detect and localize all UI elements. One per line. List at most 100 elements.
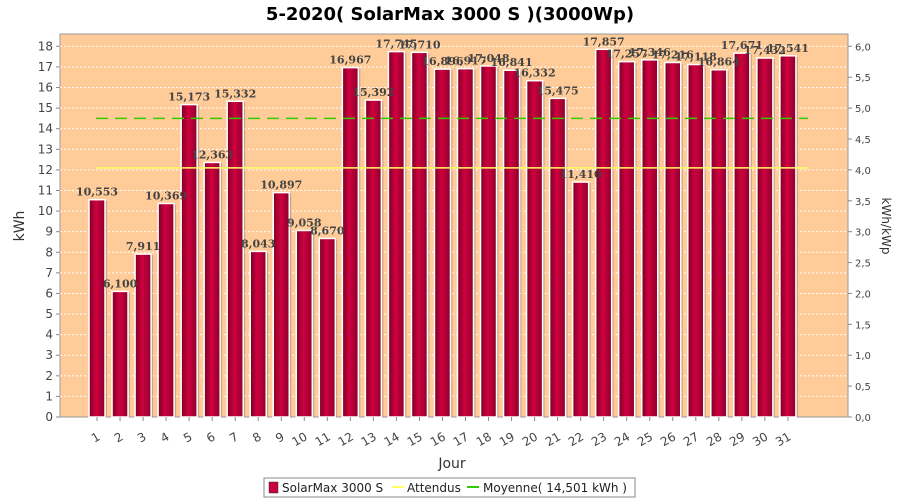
- data-label: 7,911: [126, 240, 160, 253]
- x-tick-label: 3: [135, 429, 149, 445]
- x-tick-label: 27: [681, 429, 701, 449]
- y-tick-label: 3: [45, 348, 53, 362]
- x-tick-label: 18: [474, 429, 494, 449]
- bar-day-14: [387, 50, 406, 418]
- data-label: 15,392: [352, 86, 394, 99]
- data-label: 16,332: [514, 67, 556, 80]
- y-right-tick-label: 3,0: [855, 228, 871, 239]
- x-tick-label: 13: [359, 429, 379, 449]
- x-tick-label: 6: [204, 429, 218, 445]
- y-tick-label: 15: [38, 101, 53, 115]
- x-tick-label: 24: [612, 429, 632, 449]
- y-tick-label: 16: [38, 81, 53, 95]
- x-axis: 1 2 3 4 5 6 7 8 9 10 11 12 13 14 15 16 17 18 19 20 21 22 23 24 2…: [89, 417, 793, 449]
- y-right-tick-label: 1,5: [855, 320, 871, 331]
- x-tick-label: 10: [290, 429, 310, 449]
- y-right-tick-label: 5,5: [855, 73, 871, 84]
- bar-day-6: [203, 161, 221, 418]
- data-labels: 10,553 6,100 7,911 10,369 15,173 12,363 15,332…: [76, 35, 809, 290]
- bar-day-21: [548, 97, 567, 418]
- y-tick-label: 5: [45, 307, 53, 321]
- legend-label-attendus: Attendus: [407, 481, 461, 495]
- x-tick-label: 21: [543, 429, 563, 449]
- x-tick-label: 30: [750, 429, 770, 449]
- y-tick-label: 2: [45, 369, 53, 383]
- x-tick-label: 19: [497, 429, 517, 449]
- y-right-tick-label: 0,0: [855, 413, 871, 424]
- bar-day-8: [249, 250, 267, 418]
- bar-day-16: [433, 68, 452, 418]
- y-right-tick-label: 3,5: [855, 197, 871, 208]
- y-axis-label: kWh: [12, 211, 28, 242]
- x-tick-label: 20: [520, 429, 540, 449]
- data-label: 16,917: [444, 55, 486, 68]
- data-label: 16,896: [421, 55, 463, 68]
- data-label: 16,967: [329, 54, 371, 67]
- data-label: 12,363: [191, 148, 233, 161]
- x-tick-label: 11: [313, 429, 333, 449]
- data-label: 10,369: [145, 189, 187, 202]
- y-right-tick-label: 6,0: [855, 42, 871, 53]
- bar-day-23: [594, 48, 613, 418]
- data-label: 15,173: [168, 91, 210, 104]
- bar-day-20: [525, 79, 544, 418]
- x-tick-label: 29: [727, 429, 747, 449]
- bar-day-13: [364, 99, 383, 418]
- y-right-tick-label: 0,5: [855, 382, 871, 393]
- y-tick-label: 1: [45, 389, 53, 403]
- x-tick-label: 5: [181, 429, 195, 445]
- data-label: 10,897: [260, 179, 302, 192]
- y-tick-label: 18: [38, 39, 53, 53]
- bar-day-10: [295, 229, 314, 418]
- bar-day-11: [318, 237, 337, 418]
- data-label: 11,410: [560, 168, 602, 181]
- x-tick-label: 26: [658, 429, 678, 449]
- bar-day-25: [640, 59, 659, 418]
- data-label: 16,864: [698, 56, 740, 69]
- bar-day-28: [710, 68, 728, 418]
- y-tick-label: 10: [38, 204, 53, 218]
- data-label: 9,058: [287, 216, 322, 229]
- data-label: 17,710: [398, 38, 440, 51]
- y-right-tick-label: 4,5: [855, 135, 871, 146]
- bar-day-19: [502, 69, 521, 418]
- data-label: 17,432: [744, 44, 786, 57]
- bar-day-3: [134, 253, 152, 418]
- x-tick-label: 28: [704, 429, 724, 449]
- bar-day-17: [456, 67, 475, 418]
- y-tick-label: 13: [38, 142, 53, 156]
- bar-day-4: [157, 202, 175, 418]
- x-tick-label: 8: [250, 429, 264, 445]
- legend-label-moyenne: Moyenne( 14,501 kWh ): [483, 481, 627, 495]
- data-label: 15,475: [537, 84, 579, 97]
- x-tick-label: 2: [112, 429, 126, 445]
- data-label: 16,841: [491, 56, 533, 69]
- y-tick-label: 12: [38, 163, 53, 177]
- y-tick-label: 17: [38, 60, 53, 74]
- y-tick-label: 11: [38, 183, 53, 197]
- x-tick-label: 9: [273, 429, 287, 445]
- data-label: 17,118: [675, 51, 717, 64]
- x-tick-label: 16: [428, 429, 448, 449]
- bar-day-15: [410, 51, 429, 418]
- bar-day-12: [341, 66, 360, 418]
- y-right-tick-label: 2,5: [855, 259, 871, 270]
- data-label: 17,346: [629, 46, 671, 59]
- y-tick-label: 7: [45, 266, 53, 280]
- data-label: 15,332: [214, 87, 256, 100]
- data-label: 17,216: [652, 48, 694, 61]
- x-tick-label: 22: [566, 429, 586, 449]
- data-label: 17,541: [767, 42, 809, 55]
- y-tick-label: 8: [45, 245, 53, 259]
- reference-lines: [96, 117, 808, 169]
- data-label: 8,670: [310, 224, 345, 237]
- x-axis-label: Jour: [437, 456, 466, 472]
- legend-label-solarmax: SolarMax 3000 S: [282, 481, 383, 495]
- data-label: 17,745: [375, 38, 417, 51]
- x-tick-label: 4: [158, 429, 172, 445]
- chart-title: 5-2020( SolarMax 3000 S )(3000Wp): [266, 4, 634, 25]
- data-label: 17,257: [606, 48, 648, 61]
- y-axis-right-label: kWh/kWp: [879, 198, 893, 255]
- x-tick-label: 23: [589, 429, 609, 449]
